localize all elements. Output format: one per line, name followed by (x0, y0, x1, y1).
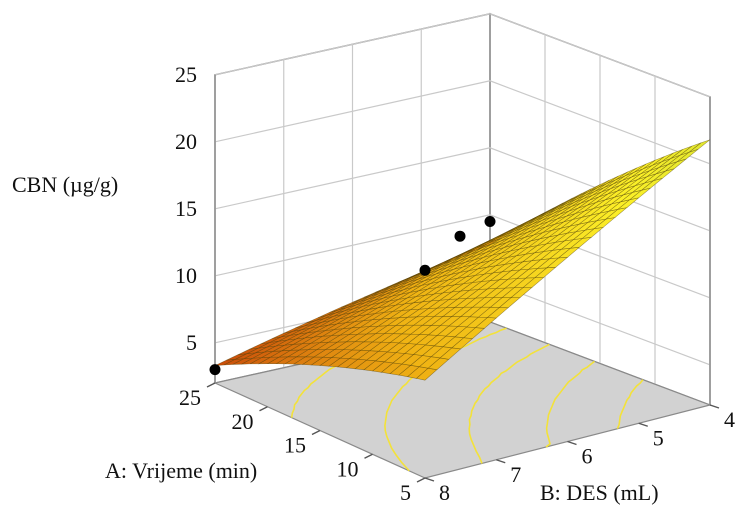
z-tick-label: 20 (175, 129, 197, 154)
y-tick-label: 5 (653, 425, 664, 450)
x-tick-label: 15 (284, 433, 306, 458)
design-point (484, 216, 496, 227)
y-tick-label: 6 (582, 444, 593, 469)
x-tick-label: 20 (232, 409, 254, 434)
response-surface (214, 139, 711, 381)
y-tick-mark (496, 459, 506, 464)
z-tick-label: 25 (175, 62, 197, 87)
x-tick-mark (364, 453, 373, 459)
y-tick-mark (709, 404, 720, 409)
x-tick-mark (416, 477, 426, 483)
wall-gridline (214, 147, 711, 232)
tick-labels: 5 10 15 20 25 25 20 15 10 5 8 7 6 5 4 (175, 62, 735, 505)
y-tick-label: 4 (724, 407, 735, 432)
floor-contour (616, 379, 644, 430)
design-point (454, 230, 466, 242)
y-tick-label: 8 (439, 480, 450, 505)
back-walls (214, 12, 711, 407)
x-tick-label: 5 (400, 480, 411, 505)
y-axis-title: B: DES (mL) (540, 480, 659, 505)
z-axis-title: CBN (µg/g) (12, 172, 118, 197)
x-axis-title: A: Vrijeme (min) (105, 458, 257, 483)
design-point (419, 264, 431, 276)
floor-contour (468, 343, 550, 464)
design-point (209, 364, 221, 376)
x-tick-label: 25 (179, 385, 201, 410)
x-tick-mark (311, 429, 321, 436)
wall-gridline (214, 214, 711, 299)
surface-cell (478, 238, 500, 250)
y-tick-mark (567, 440, 577, 446)
z-tick-label: 15 (175, 196, 197, 221)
z-tick-label: 10 (175, 263, 197, 288)
x-tick-label: 10 (337, 456, 359, 481)
design-points (209, 216, 496, 376)
y-tick-mark (424, 477, 435, 482)
z-tick-label: 5 (186, 330, 197, 355)
x-tick-mark (206, 382, 216, 388)
floor-contour (545, 360, 595, 448)
y-tick-mark (638, 422, 648, 427)
x-tick-mark (259, 406, 268, 412)
y-tick-label: 7 (510, 462, 521, 487)
wall-gridline (214, 13, 711, 98)
wall-gridline (214, 80, 711, 165)
